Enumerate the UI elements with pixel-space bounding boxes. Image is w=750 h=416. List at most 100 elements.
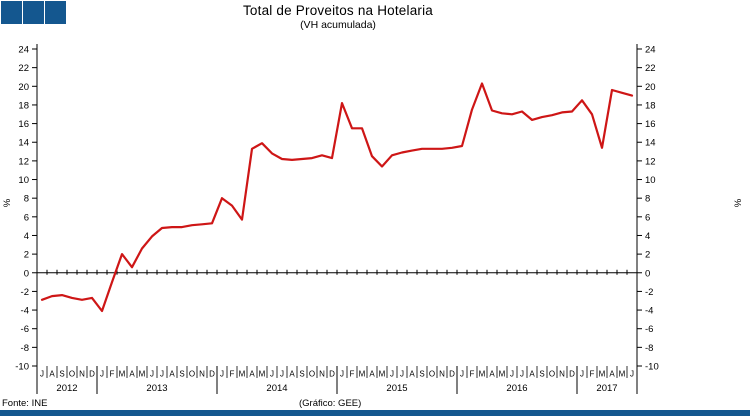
svg-text:F: F (470, 370, 475, 379)
svg-text:14: 14 (645, 138, 656, 149)
svg-text:J: J (150, 370, 154, 379)
svg-text:M: M (619, 370, 626, 379)
svg-text:4: 4 (24, 231, 29, 242)
svg-text:J: J (520, 370, 524, 379)
svg-text:16: 16 (18, 119, 29, 130)
svg-text:-6: -6 (645, 324, 653, 335)
svg-text:D: D (209, 370, 215, 379)
svg-text:O: O (189, 370, 195, 379)
svg-text:0: 0 (24, 268, 29, 279)
chart-title: Total de Proveitos na Hotelaria (242, 3, 434, 18)
svg-text:S: S (539, 370, 544, 379)
svg-text:-4: -4 (645, 306, 653, 317)
svg-text:2015: 2015 (386, 383, 407, 394)
svg-text:J: J (460, 370, 464, 379)
svg-text:20: 20 (645, 82, 656, 93)
svg-text:A: A (49, 370, 55, 379)
svg-text:S: S (299, 370, 304, 379)
svg-text:-2: -2 (21, 287, 29, 298)
logo-square-icon (45, 1, 66, 24)
svg-text:O: O (549, 370, 555, 379)
svg-text:A: A (249, 370, 255, 379)
svg-text:F: F (230, 370, 235, 379)
svg-text:O: O (429, 370, 435, 379)
svg-text:J: J (340, 370, 344, 379)
svg-text:J: J (40, 370, 44, 379)
svg-text:M: M (119, 370, 126, 379)
svg-text:2014: 2014 (266, 383, 287, 394)
svg-text:16: 16 (645, 119, 656, 130)
svg-text:J: J (100, 370, 104, 379)
svg-text:S: S (179, 370, 184, 379)
svg-text:D: D (449, 370, 455, 379)
svg-text:J: J (160, 370, 164, 379)
svg-text:D: D (89, 370, 95, 379)
svg-text:0: 0 (645, 268, 650, 279)
svg-text:M: M (499, 370, 506, 379)
svg-text:-10: -10 (645, 362, 659, 373)
svg-text:J: J (270, 370, 274, 379)
svg-text:6: 6 (645, 212, 650, 223)
svg-text:12: 12 (18, 156, 29, 167)
svg-text:M: M (599, 370, 606, 379)
svg-text:J: J (630, 370, 634, 379)
data-line-proveitos (40, 82, 634, 313)
svg-text:N: N (79, 370, 85, 379)
svg-text:A: A (529, 370, 535, 379)
svg-text:22: 22 (18, 63, 29, 74)
svg-text:A: A (369, 370, 375, 379)
svg-text:J: J (390, 370, 394, 379)
svg-text:-10: -10 (15, 362, 29, 373)
svg-text:20: 20 (18, 82, 29, 93)
logo-squares (1, 1, 66, 24)
svg-text:2016: 2016 (506, 383, 527, 394)
svg-text:N: N (559, 370, 565, 379)
svg-text:M: M (359, 370, 366, 379)
svg-text:-6: -6 (21, 324, 29, 335)
svg-text:J: J (400, 370, 404, 379)
svg-text:O: O (69, 370, 75, 379)
svg-text:4: 4 (645, 231, 650, 242)
svg-text:6: 6 (24, 212, 29, 223)
svg-text:S: S (59, 370, 64, 379)
zero-axis (36, 269, 638, 275)
svg-text:A: A (609, 370, 615, 379)
svg-text:J: J (580, 370, 584, 379)
chart-subtitle: (VH acumulada) (300, 19, 376, 31)
svg-text:A: A (489, 370, 495, 379)
svg-text:A: A (169, 370, 175, 379)
svg-text:D: D (569, 370, 575, 379)
bottom-bar (0, 410, 750, 416)
svg-text:-8: -8 (645, 343, 653, 354)
credit-note: (Gráfico: GEE) (299, 398, 362, 409)
svg-text:N: N (439, 370, 445, 379)
svg-text:-8: -8 (21, 343, 29, 354)
svg-text:S: S (419, 370, 424, 379)
svg-text:M: M (139, 370, 146, 379)
svg-text:14: 14 (18, 138, 29, 149)
svg-text:2017: 2017 (596, 383, 617, 394)
svg-text:N: N (319, 370, 325, 379)
logo-square-icon (1, 1, 22, 24)
svg-text:18: 18 (18, 100, 29, 111)
svg-text:-4: -4 (21, 306, 29, 317)
source-note: Fonte: INE (2, 398, 48, 409)
svg-text:-2: -2 (645, 287, 653, 298)
svg-text:A: A (129, 370, 135, 379)
svg-text:2013: 2013 (146, 383, 167, 394)
svg-text:M: M (479, 370, 486, 379)
svg-text:O: O (309, 370, 315, 379)
svg-text:F: F (110, 370, 115, 379)
svg-text:A: A (289, 370, 295, 379)
svg-text:J: J (510, 370, 514, 379)
svg-text:12: 12 (645, 156, 656, 167)
y-axis-label-right: % (733, 198, 744, 207)
svg-text:8: 8 (645, 194, 650, 205)
svg-text:J: J (280, 370, 284, 379)
y-axis-label-left: % (2, 198, 13, 207)
svg-text:A: A (409, 370, 415, 379)
svg-text:D: D (329, 370, 335, 379)
